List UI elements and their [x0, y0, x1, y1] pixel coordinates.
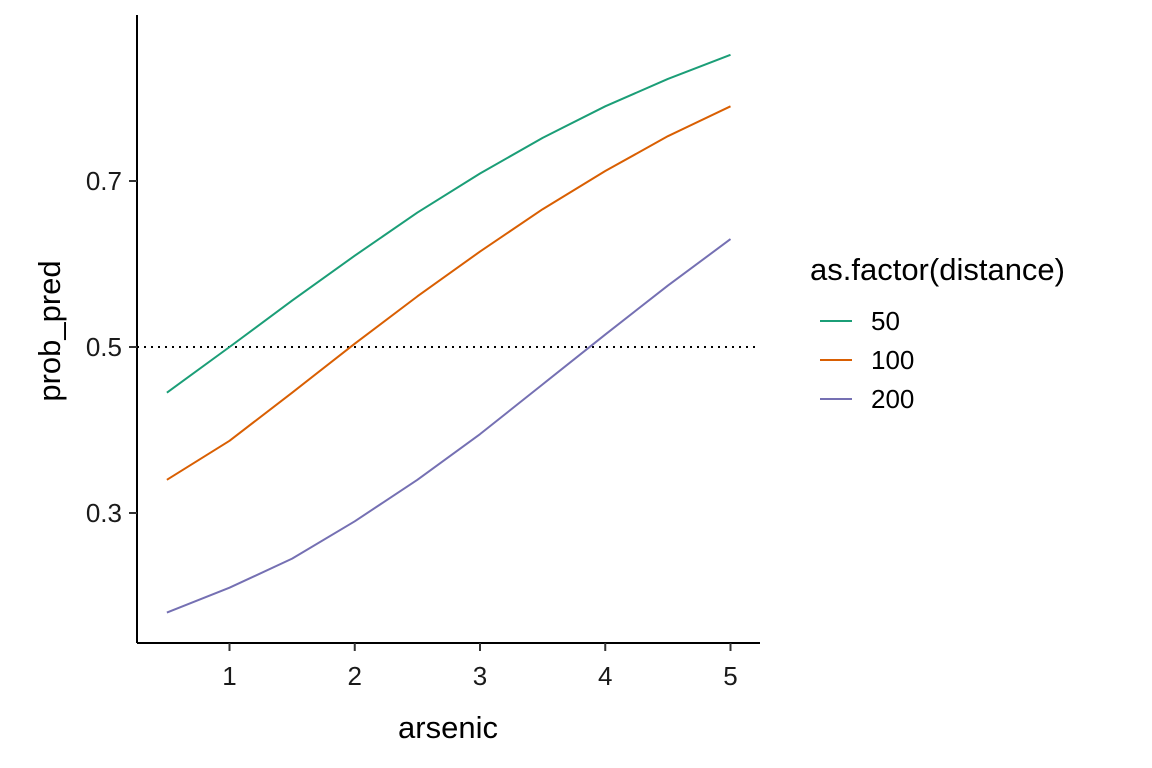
- x-tick-label: 4: [598, 661, 612, 691]
- legend-item-200: 200: [820, 384, 914, 414]
- x-tick-label: 1: [222, 661, 236, 691]
- legend: as.factor(distance) 50 100 200: [810, 252, 1065, 414]
- legend-label-100: 100: [871, 345, 914, 375]
- plot-area: [137, 53, 760, 614]
- legend-item-50: 50: [820, 306, 900, 336]
- legend-title: as.factor(distance): [810, 252, 1065, 287]
- x-axis-title: arsenic: [398, 710, 498, 745]
- series-line-200: [166, 238, 732, 614]
- x-tick-label: 5: [723, 661, 737, 691]
- y-tick-label: 0.5: [86, 332, 122, 362]
- y-tick-label: 0.7: [86, 166, 122, 196]
- series-line-100: [166, 105, 731, 481]
- x-tick-label: 2: [348, 661, 362, 691]
- series-line-50: [166, 53, 731, 394]
- axes: 1 2 3 4 5 0.3 0.5 0.7: [86, 15, 760, 691]
- y-axis-title: prob_pred: [32, 260, 67, 401]
- x-tick-label: 3: [473, 661, 487, 691]
- y-tick-label: 0.3: [86, 498, 122, 528]
- legend-item-100: 100: [820, 345, 914, 375]
- legend-label-200: 200: [871, 384, 914, 414]
- legend-label-50: 50: [871, 306, 900, 336]
